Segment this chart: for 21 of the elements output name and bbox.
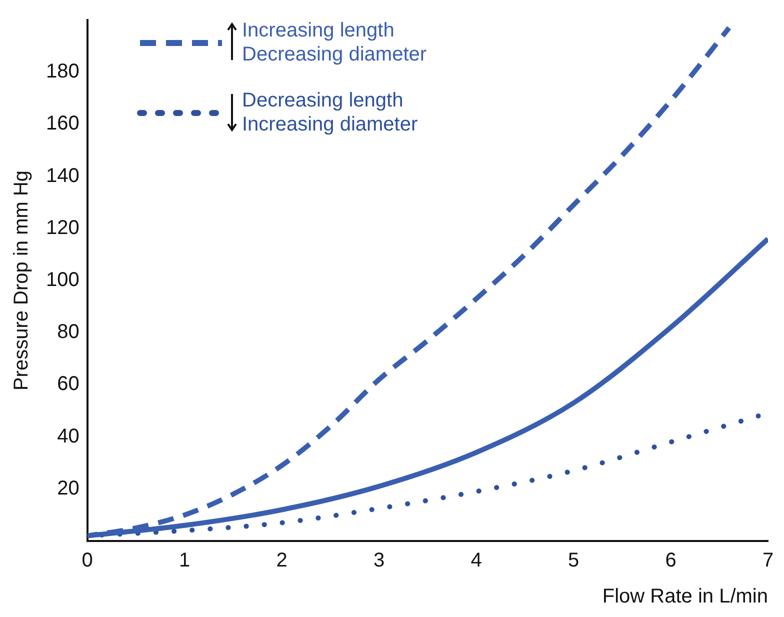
y-tick-label: 40 <box>57 425 80 448</box>
x-tick-label: 1 <box>179 550 190 572</box>
x-axis-title: Flow Rate in L/min <box>602 586 768 608</box>
x-tick-label: 2 <box>276 550 288 572</box>
x-tick-label: 4 <box>470 550 482 572</box>
y-tick-label: 180 <box>46 60 80 83</box>
y-tick-label: 120 <box>46 216 80 239</box>
text: Decreasing length Increasing diameter <box>242 90 418 136</box>
x-tick-label: 0 <box>82 550 93 572</box>
y-tick-label: 100 <box>46 269 80 292</box>
y-tick-label: 140 <box>46 164 80 187</box>
y-tick-label: 160 <box>46 112 80 135</box>
y-tick-label: 20 <box>57 477 80 500</box>
x-tick-label: 3 <box>374 550 385 572</box>
x-tick-label: 5 <box>568 550 580 572</box>
text: Increasing length Decreasing diameter <box>242 20 427 66</box>
x-tick-label: 7 <box>762 550 774 572</box>
y-axis-title: Pressure Drop in mm Hg <box>10 170 33 391</box>
x-tick-label: 6 <box>665 550 676 572</box>
y-tick-label: 60 <box>57 373 80 396</box>
y-tick-label: 80 <box>57 321 80 344</box>
